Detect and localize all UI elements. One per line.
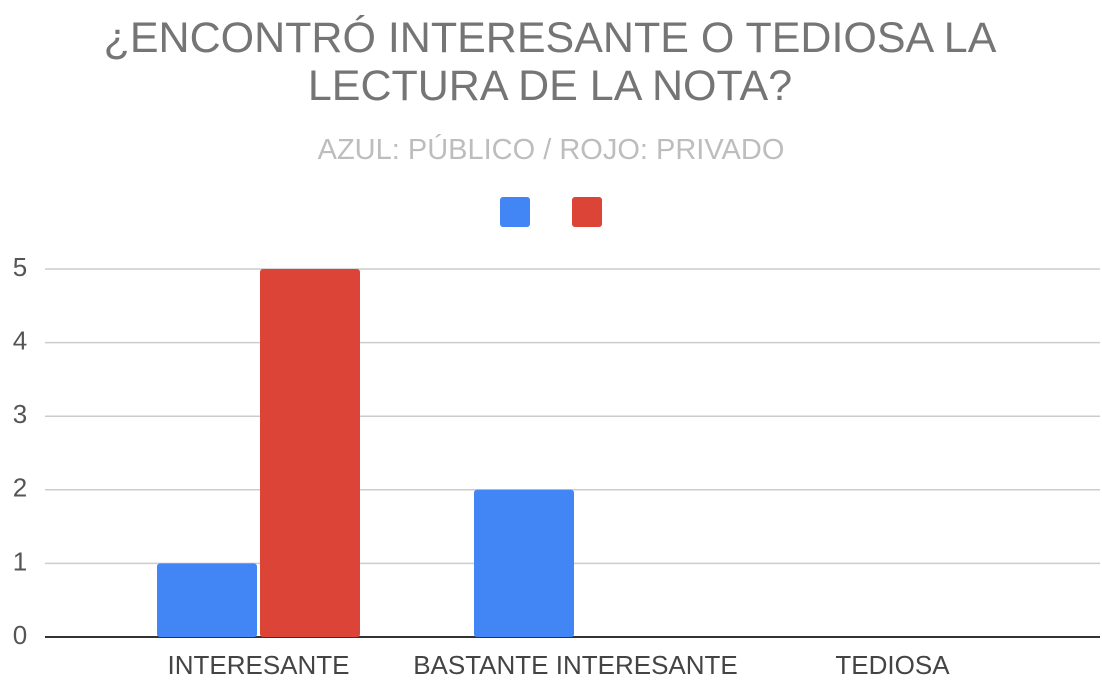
x-tick-label: INTERESANTE [167,650,349,680]
bar [260,269,360,637]
legend-swatch [500,197,530,227]
chart-subtitle: AZUL: PÚBLICO / ROJO: PRIVADO [317,134,785,166]
y-tick-label: 2 [13,473,27,503]
bar [157,563,257,637]
y-tick-label: 4 [13,325,27,355]
y-tick-label: 1 [13,546,27,576]
chart-title: ¿ENCONTRÓ INTERESANTE O TEDIOSA LA LECTU… [103,14,997,110]
bar [474,489,574,637]
y-tick-label: 0 [13,620,27,650]
x-tick-label: BASTANTE INTERESANTE [413,650,738,680]
y-tick-label: 3 [13,399,27,429]
legend-swatch [572,197,602,227]
x-tick-label: TEDIOSA [835,650,950,680]
y-tick-label: 5 [13,252,27,282]
